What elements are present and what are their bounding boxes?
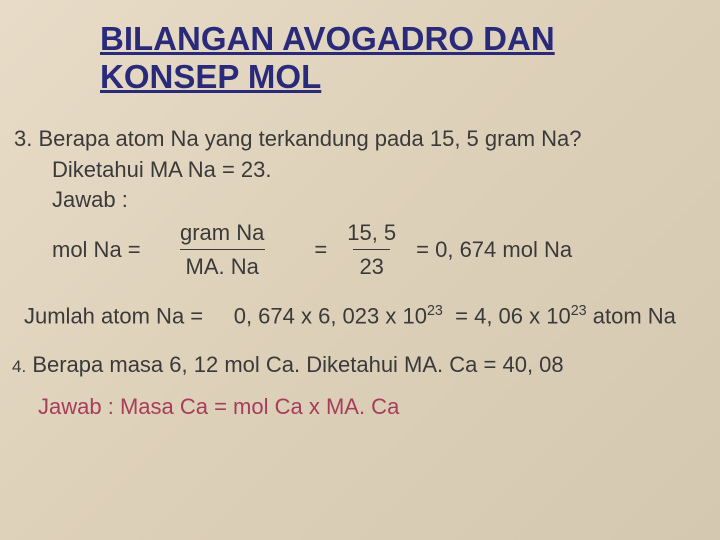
title-line-2: KONSEP MOL [100, 58, 321, 95]
atom-calc-b: 4, 06 x 10 [474, 303, 571, 328]
frac1-numerator: gram Na [174, 218, 270, 249]
title-line-1: BILANGAN AVOGADRO DAN [100, 20, 555, 57]
calc-segment: = 15, 5 23 = 0, 674 mol Na [314, 218, 572, 283]
atom-calc-a: 0, 674 x 6, 023 x 10 [234, 303, 427, 328]
frac1-denominator: MA. Na [180, 249, 265, 283]
result-1: = 0, 674 mol Na [416, 235, 572, 266]
exp-1: 23 [427, 303, 443, 319]
q3-line1: 3. Berapa atom Na yang terkandung pada 1… [14, 124, 700, 155]
q4-text: Berapa masa 6, 12 mol Ca. Diketahui MA. … [32, 352, 563, 377]
frac2-numerator: 15, 5 [341, 218, 402, 249]
q4-number: 4. [12, 357, 26, 376]
atom-tail: atom Na [587, 303, 676, 328]
atom-count-row: Jumlah atom Na = 0, 674 x 6, 023 x 1023 … [14, 283, 700, 332]
q4-jawab: Jawab : Masa Ca = mol Ca x MA. Ca [0, 378, 720, 420]
equals-1: = [314, 235, 327, 266]
q4-jawab-text: Masa Ca = mol Ca x MA. Ca [120, 394, 399, 419]
content-area: 3. Berapa atom Na yang terkandung pada 1… [0, 102, 720, 332]
fraction-2: 15, 5 23 [341, 218, 402, 283]
q3-calc-row: mol Na = gram Na MA. Na = 15, 5 23 = 0, … [14, 218, 700, 283]
mol-na-label: mol Na = [52, 235, 170, 266]
q3-line2: Diketahui MA Na = 23. [14, 155, 700, 186]
q3-jawab: Jawab : [14, 185, 700, 216]
q4-line: 4. Berapa masa 6, 12 mol Ca. Diketahui M… [0, 332, 720, 378]
q4-jawab-label: Jawab : [38, 394, 120, 419]
atom-label: Jumlah atom Na = [24, 303, 203, 328]
slide-title: BILANGAN AVOGADRO DAN KONSEP MOL [0, 0, 720, 102]
atom-equals: = [455, 303, 468, 328]
frac2-denominator: 23 [353, 249, 389, 283]
exp-2: 23 [571, 303, 587, 319]
fraction-1: gram Na MA. Na [174, 218, 270, 283]
q3-number: 3. [14, 126, 32, 151]
q3-text1: Berapa atom Na yang terkandung pada 15, … [38, 126, 581, 151]
